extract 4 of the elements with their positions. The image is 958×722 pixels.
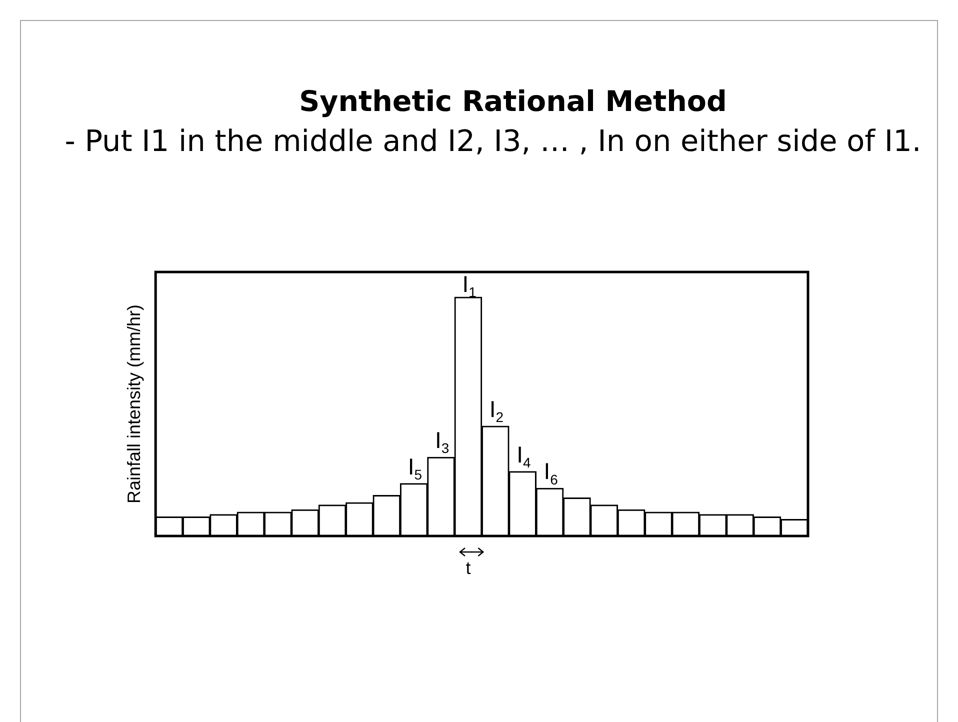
chart-subtitle: - Put I1 in the middle and I2, I3, … , In on either side of I1. — [64, 123, 922, 159]
x-axis-title: t — [466, 558, 471, 578]
y-axis-title: Rainfall intensity (mm/hr) — [124, 304, 144, 504]
chart-title: Synthetic Rational Method — [299, 85, 727, 119]
